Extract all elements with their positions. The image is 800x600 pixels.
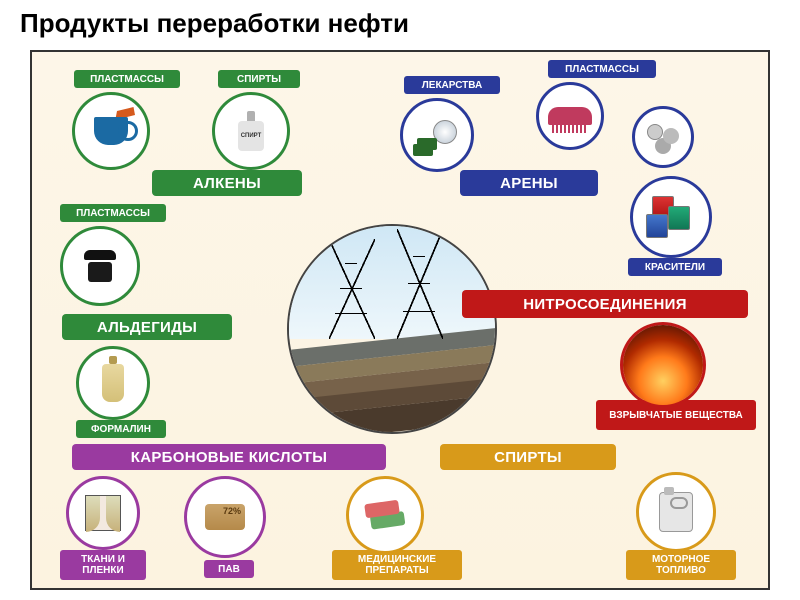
- bubble-medicines: [400, 98, 474, 172]
- center-oil-rig: [287, 224, 497, 434]
- buttons-icon: [643, 122, 683, 152]
- comb-icon: [548, 107, 592, 125]
- curtain-icon: [85, 495, 121, 531]
- bubble-paint: [630, 176, 712, 258]
- bubble-plastics-cup: [72, 92, 150, 170]
- sublabel-formalin: Формалин: [76, 420, 166, 438]
- paint-cans-icon: [646, 196, 696, 238]
- sublabel-plastics-1: Пластмассы: [74, 70, 180, 88]
- bubble-soap: 72%: [184, 476, 266, 558]
- phone-icon: [82, 250, 118, 282]
- category-nitro: Нитросоединения: [462, 290, 748, 318]
- explosion-icon: [623, 325, 703, 405]
- bubble-buttons: [632, 106, 694, 168]
- bubble-explosion: [620, 322, 706, 408]
- sublabel-plastics-3: Пластмассы: [60, 204, 166, 222]
- bubble-phone: [60, 226, 140, 306]
- cup-icon: [94, 117, 128, 145]
- sky-layer: [289, 226, 495, 339]
- sublabel-plastics-2: Пластмассы: [548, 60, 656, 78]
- category-carboxylic: Карбоновые кислоты: [72, 444, 386, 470]
- strata-layers: [289, 339, 495, 432]
- formalin-bottle-icon: [102, 364, 124, 402]
- pills-icon: [417, 120, 457, 150]
- fuel-canister-icon: [659, 492, 693, 532]
- sublabel-fabrics: Ткани и пленки: [60, 550, 146, 580]
- category-alkenes: Алкены: [152, 170, 302, 196]
- diagram-frame: Алкены Арены Альдегиды Нитросоединения К…: [30, 50, 770, 590]
- bubble-blister: [346, 476, 424, 554]
- sublabel-dyes: Красители: [628, 258, 722, 276]
- bubble-curtain: [66, 476, 140, 550]
- category-spirits: Спирты: [440, 444, 616, 470]
- sublabel-motor-fuel: Моторное топливо: [626, 550, 736, 580]
- slide-root: Продукты переработки нефти Алкены Арены …: [0, 0, 800, 600]
- soap-icon: 72%: [205, 504, 245, 530]
- bubble-comb: [536, 82, 604, 150]
- sublabel-med-prep: Медицинские препараты: [332, 550, 462, 580]
- sublabel-medicines: Лекарства: [404, 76, 500, 94]
- bubble-formalin: [76, 346, 150, 420]
- sublabel-pav: ПАВ: [204, 560, 254, 578]
- oil-tower-icon: [419, 229, 421, 339]
- slide-title: Продукты переработки нефти: [20, 8, 409, 39]
- sublabel-alcohols-1: Спирты: [218, 70, 300, 88]
- bubble-spirit-bottle: [212, 92, 290, 170]
- alcohol-bottle-icon: [238, 111, 264, 151]
- blister-pack-icon: [365, 500, 405, 530]
- bubble-canister: [636, 472, 716, 552]
- category-aldehydes: Альдегиды: [62, 314, 232, 340]
- oil-tower-icon: [351, 239, 353, 339]
- category-arenes: Арены: [460, 170, 598, 196]
